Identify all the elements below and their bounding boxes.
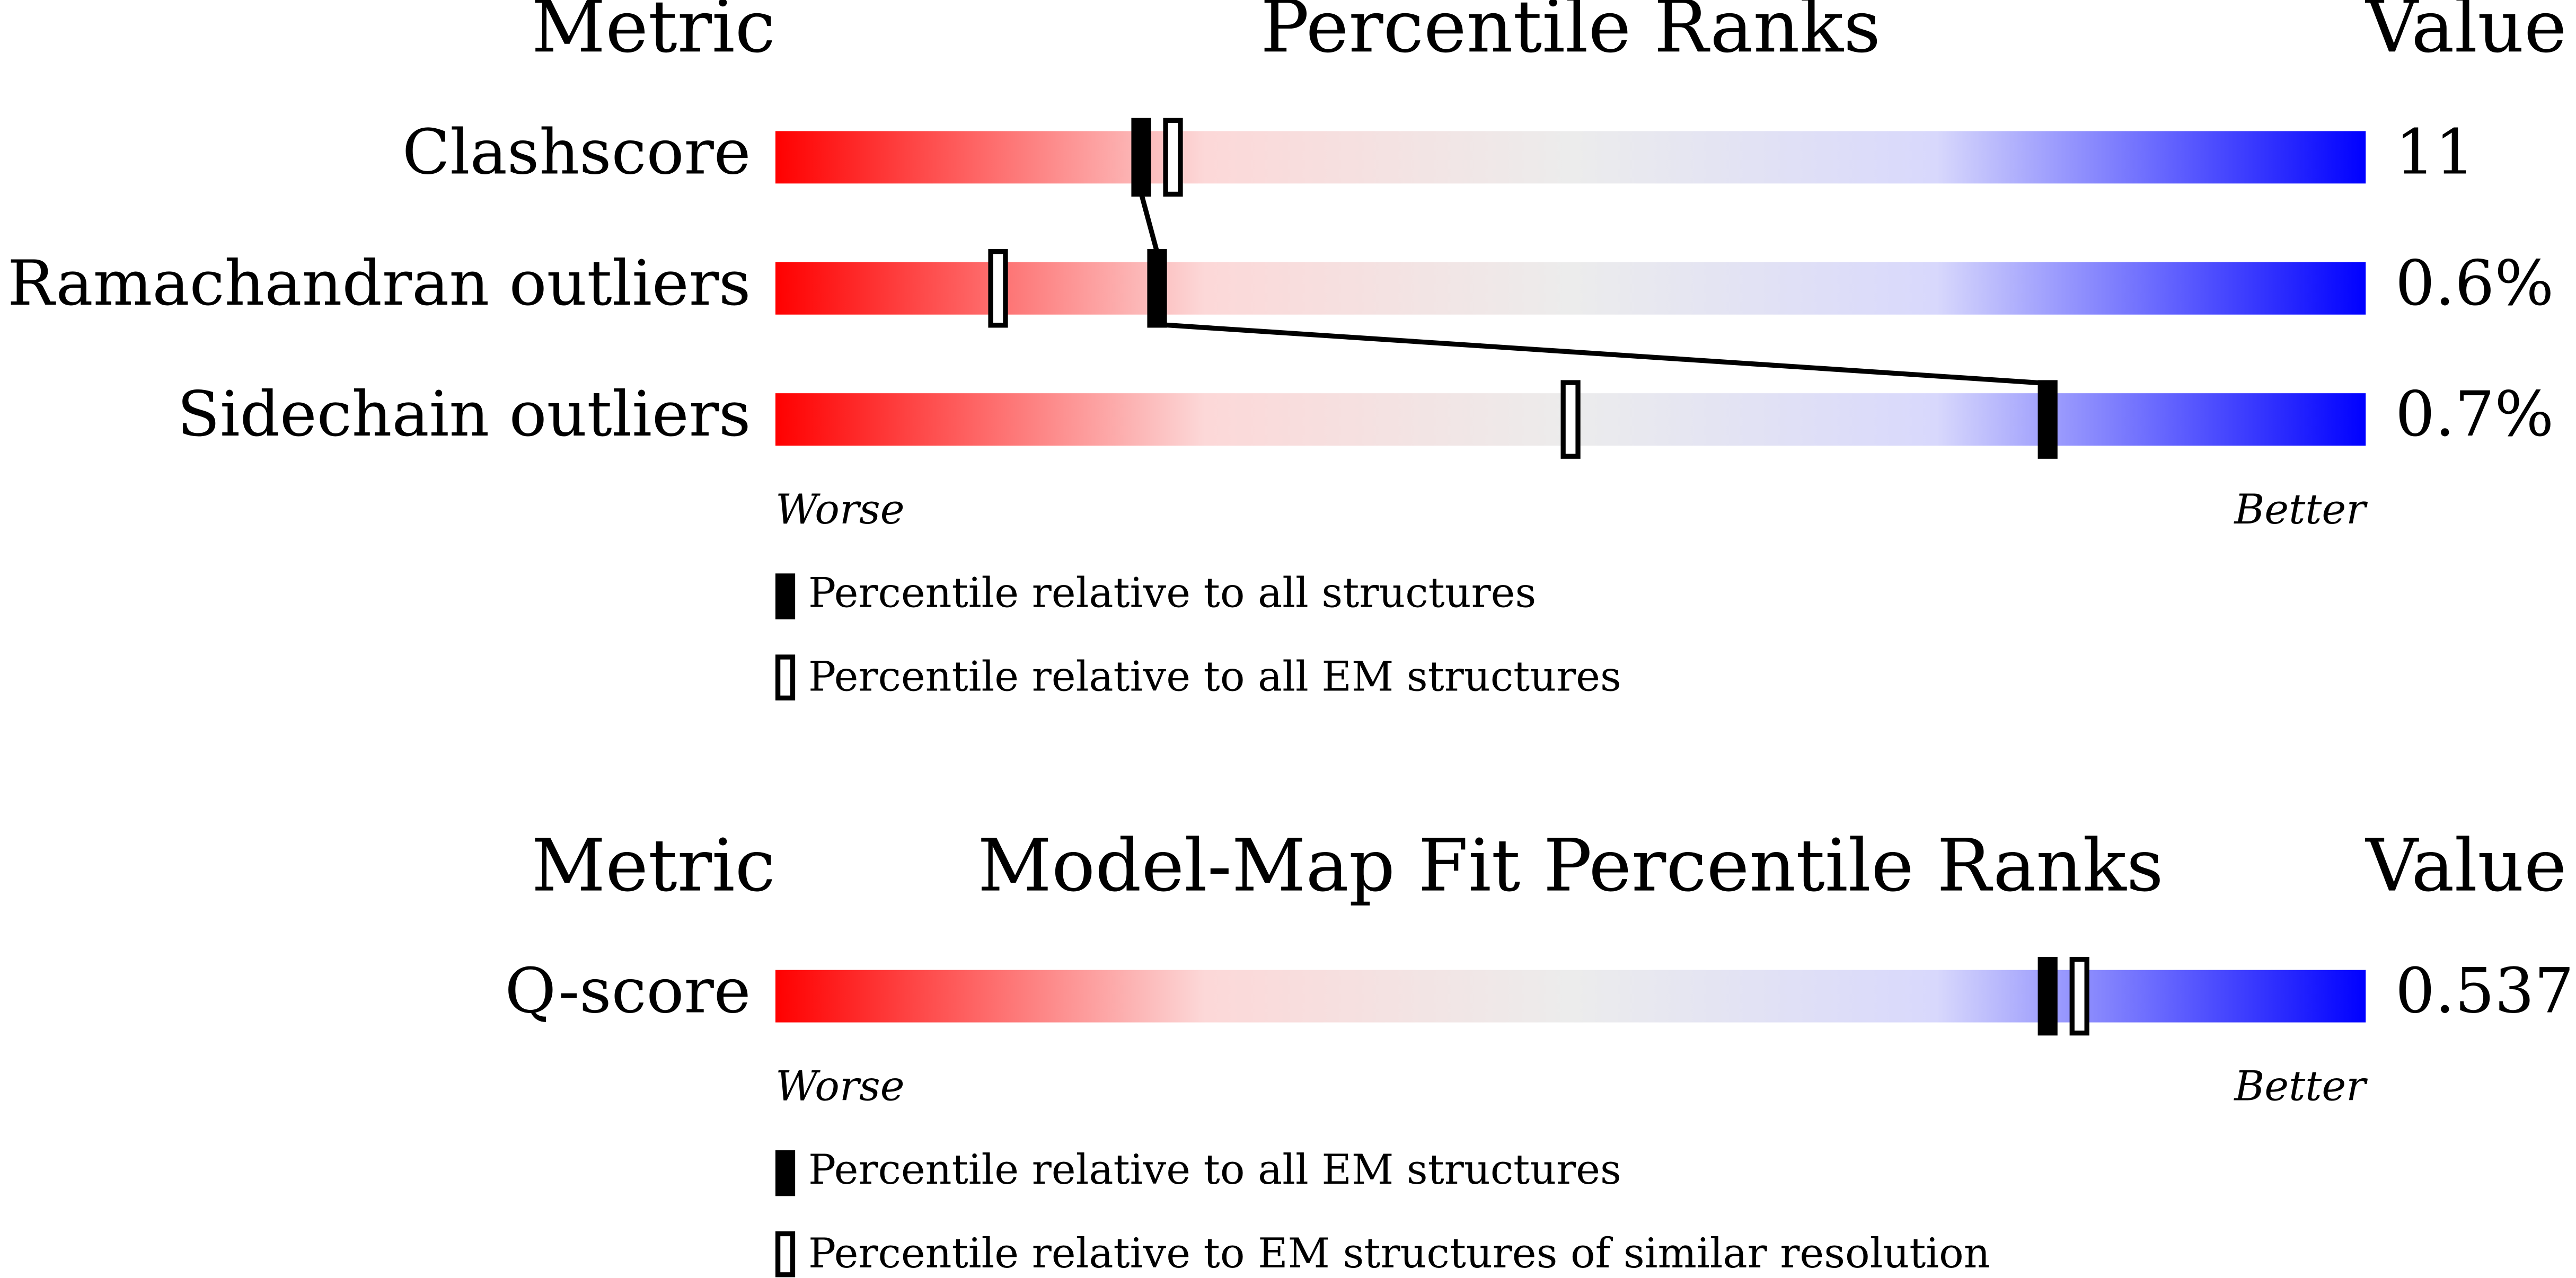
value-header: Value [2365, 824, 2566, 908]
marker-open [2069, 956, 2089, 1036]
legend-swatch [775, 1150, 796, 1196]
metric-value: 0.537 [2395, 955, 2574, 1027]
metric-label: Clashscore [402, 116, 751, 189]
metric-value: 0.7% [2395, 378, 2554, 450]
marker-filled [1147, 249, 1167, 328]
connector-line [1139, 192, 1160, 253]
marker-open [1560, 380, 1581, 459]
marker-open [1163, 118, 1183, 197]
metric-value: 0.6% [2395, 247, 2554, 320]
legend-label: Percentile relative to all structures [808, 570, 1536, 617]
metric-label: Q-score [505, 955, 751, 1027]
legend-label: Percentile relative to EM structures of … [808, 1230, 1990, 1277]
legend-label: Percentile relative to all EM structures [808, 653, 1621, 700]
legend-swatch [775, 573, 796, 619]
metric-value: 11 [2395, 116, 2475, 189]
metric-header: Metric [532, 0, 775, 69]
better-label: Better [2233, 1062, 2368, 1110]
metric-header: Metric [532, 824, 775, 908]
percentile-bar [775, 262, 2366, 315]
percentile-bar [775, 970, 2366, 1023]
legend-swatch [775, 1231, 796, 1277]
marker-filled [2037, 380, 2058, 459]
value-header: Value [2365, 0, 2566, 69]
chart-title: Percentile Ranks [1260, 0, 1881, 69]
marker-filled [2037, 956, 2058, 1036]
better-label: Better [2233, 486, 2368, 534]
connector-line [1157, 322, 2048, 386]
marker-open [988, 249, 1008, 328]
legend-swatch [775, 654, 796, 700]
percentile-bar [775, 131, 2366, 184]
worse-label: Worse [775, 1062, 905, 1110]
marker-filled [1131, 118, 1151, 197]
metric-label: Sidechain outliers [177, 378, 751, 450]
worse-label: Worse [775, 486, 905, 534]
legend-label: Percentile relative to all EM structures [808, 1146, 1621, 1194]
chart-title: Model-Map Fit Percentile Ranks [977, 824, 2163, 908]
metric-label: Ramachandran outliers [7, 247, 751, 320]
